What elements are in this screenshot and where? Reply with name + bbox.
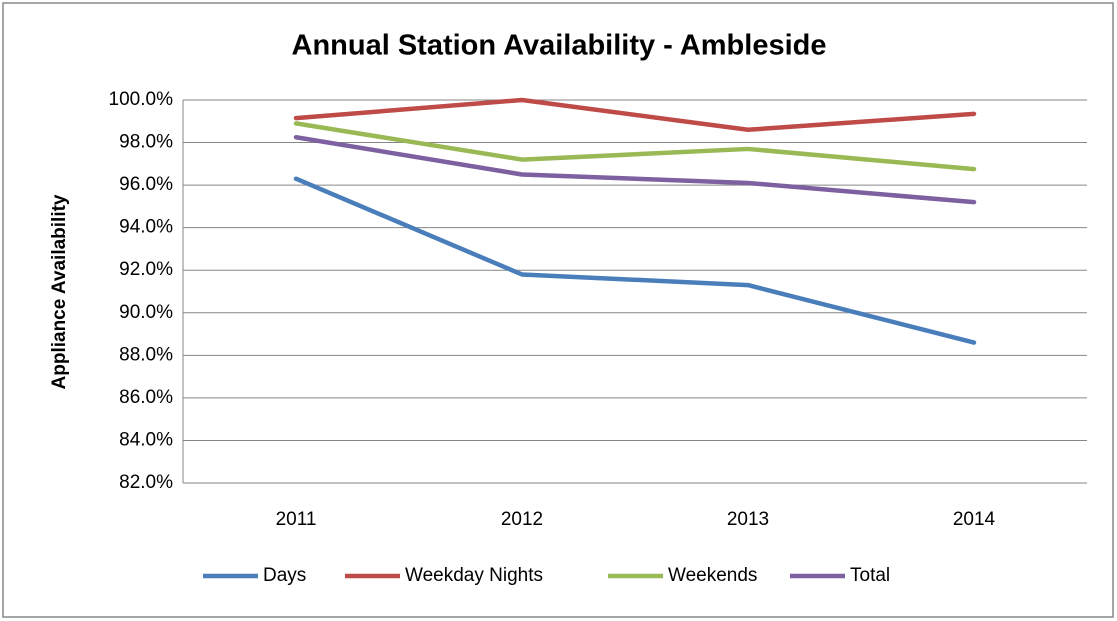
legend-label: Weekday Nights [405, 565, 543, 586]
y-tick-label: 88.0% [119, 344, 173, 365]
x-tick-label: 2011 [276, 509, 317, 530]
y-tick-label: 98.0% [119, 132, 173, 153]
legend-label: Weekends [668, 565, 757, 586]
y-axis-label: Appliance Availability [49, 194, 70, 389]
series-line [293, 134, 977, 205]
series-line [293, 121, 977, 172]
y-tick-label: 94.0% [119, 217, 173, 238]
y-tick-label: 96.0% [119, 174, 173, 195]
series-line [293, 97, 977, 133]
y-tick-label: 86.0% [119, 387, 173, 408]
chart-title: Annual Station Availability - Ambleside [292, 30, 827, 62]
y-tick-label: 90.0% [119, 302, 173, 323]
x-tick-label: 2012 [501, 509, 543, 530]
y-tick-label: 100.0% [109, 89, 174, 110]
legend-label: Total [850, 565, 890, 586]
x-tick-label: 2014 [953, 509, 996, 530]
series-line [293, 176, 977, 345]
x-tick-label: 2013 [727, 509, 769, 530]
legend-label: Days [263, 565, 306, 586]
y-tick-label: 82.0% [119, 472, 173, 493]
y-tick-label: 84.0% [119, 429, 173, 450]
y-tick-label: 92.0% [119, 259, 173, 280]
